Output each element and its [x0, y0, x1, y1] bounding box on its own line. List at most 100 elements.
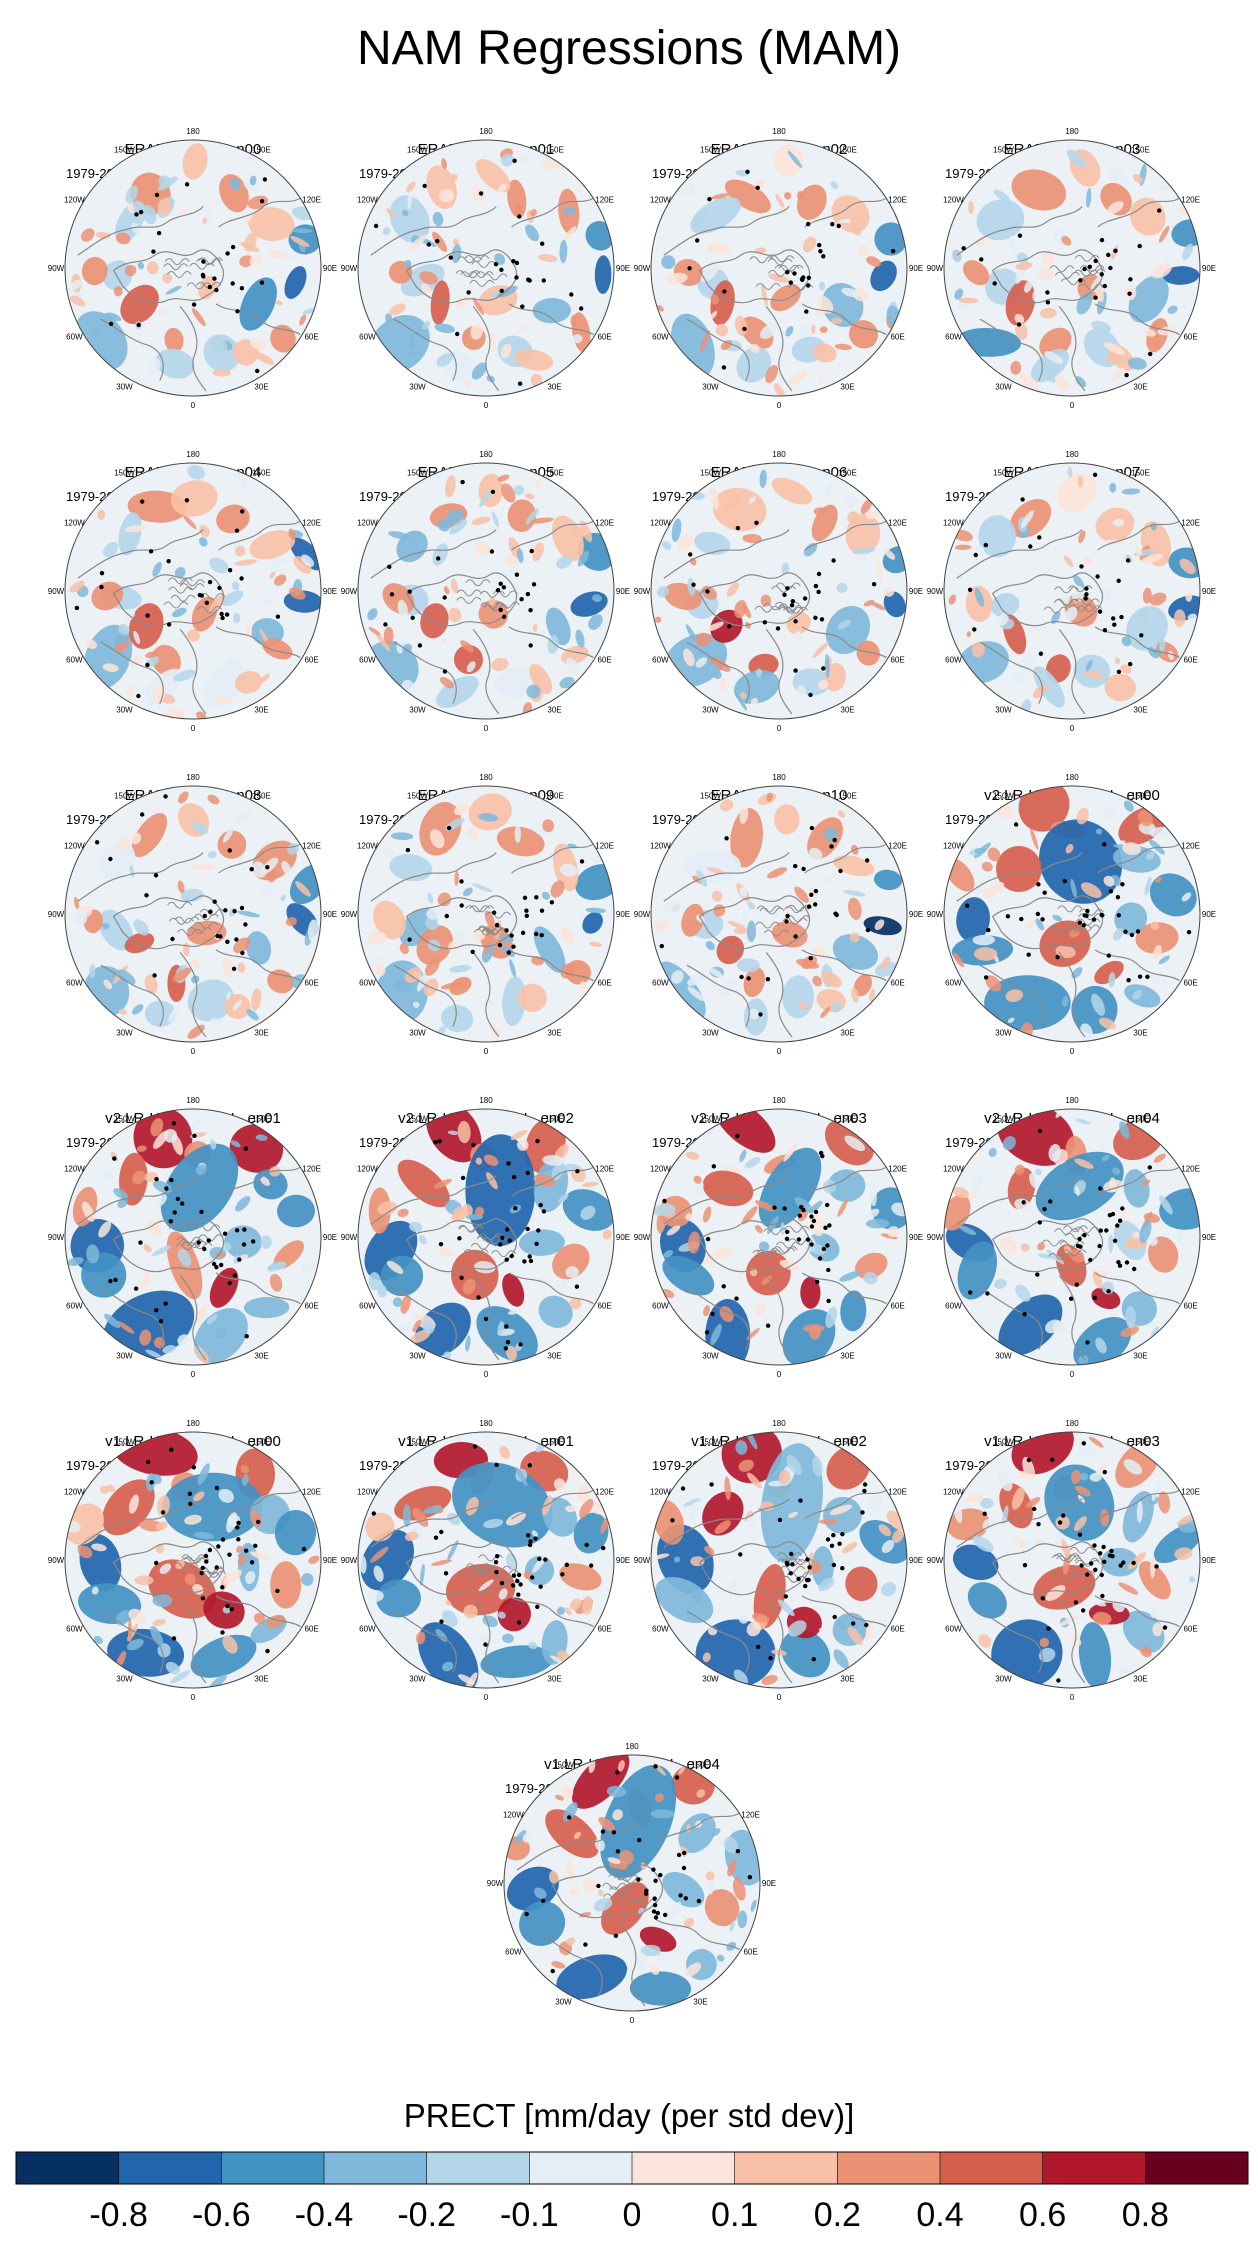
anomaly-speckle — [260, 883, 275, 897]
anomaly-speckle — [1121, 488, 1141, 495]
significance-dot — [1120, 1206, 1125, 1211]
anomaly-speckle — [750, 1899, 757, 1912]
significance-dot — [1117, 1218, 1123, 1223]
coastline — [472, 952, 500, 1038]
significance-dot — [1045, 300, 1051, 305]
significance-dot — [1028, 544, 1033, 549]
significance-dot — [435, 238, 440, 244]
significance-dot — [522, 1259, 527, 1264]
anomaly-speckle — [711, 193, 730, 200]
anomaly-patch — [702, 1491, 744, 1536]
longitude-label: 60E — [597, 333, 611, 342]
longitude-label: 150W — [407, 1114, 428, 1123]
significance-dot — [1055, 955, 1060, 960]
anomaly-speckle — [706, 242, 723, 254]
map-panel: v1.LR-HISTORICAL_en011979-2014180150E120… — [341, 1419, 630, 1702]
anomaly-speckle — [1125, 1237, 1137, 1249]
significance-dot — [196, 1240, 201, 1245]
significance-dot — [439, 1619, 444, 1624]
anomaly-speckle — [462, 887, 473, 897]
anomaly-speckle — [566, 657, 581, 674]
significance-dot — [230, 281, 235, 286]
significance-dot — [541, 278, 546, 283]
anomaly-speckle — [1148, 1236, 1158, 1246]
anomaly-speckle — [471, 362, 487, 380]
coastline — [491, 1250, 517, 1258]
anomaly-speckle — [1112, 367, 1125, 382]
anomaly-speckle — [532, 825, 549, 837]
significance-dot — [1154, 1564, 1159, 1569]
anomaly-speckle — [1077, 475, 1084, 488]
longitude-label: 90W — [341, 264, 358, 273]
anomaly-speckle — [1014, 313, 1025, 324]
significance-dot — [792, 271, 797, 276]
anomaly-patch — [452, 1462, 553, 1548]
significance-dot — [806, 1577, 811, 1583]
significance-dot — [506, 1161, 511, 1166]
significance-dot — [200, 1596, 206, 1601]
significance-dot — [1125, 558, 1131, 563]
coastline — [186, 282, 212, 290]
anomaly-speckle — [1076, 292, 1093, 315]
anomaly-speckle — [522, 1832, 533, 1843]
significance-dot — [225, 939, 230, 944]
anomaly-speckle — [241, 1474, 249, 1486]
significance-dot — [540, 241, 545, 246]
anomaly-speckle — [412, 1508, 429, 1527]
longitude-label: 90E — [909, 1233, 923, 1242]
anomaly-patch — [874, 222, 907, 256]
coastline — [1078, 913, 1103, 921]
map-border — [503, 1754, 761, 2012]
significance-dot — [754, 520, 759, 525]
anomaly-speckle — [831, 317, 843, 324]
anomaly-patch — [704, 1889, 740, 1927]
significance-dot — [498, 581, 503, 586]
significance-dot — [154, 192, 160, 198]
longitude-label: 150W — [993, 145, 1014, 154]
anomaly-speckle — [67, 1257, 84, 1266]
coastline — [783, 606, 808, 614]
coastline — [979, 1610, 1043, 1673]
anomaly-speckle — [192, 821, 209, 835]
significance-dot — [1082, 913, 1087, 918]
significance-dot — [615, 1770, 620, 1775]
significance-dot — [207, 579, 213, 585]
significance-dot — [237, 1257, 242, 1262]
coastline — [482, 927, 507, 935]
anomaly-speckle — [222, 1606, 231, 1614]
map-panel: ERA5-PRECT_en051979-2014180150E120E90E60… — [341, 450, 630, 733]
anomaly-speckle — [419, 1563, 425, 1586]
anomaly-patch — [532, 297, 571, 324]
significance-dot — [216, 1544, 221, 1549]
anomaly-speckle — [803, 1324, 825, 1333]
anomaly-speckle — [299, 314, 307, 326]
anomaly-patch — [533, 926, 566, 973]
anomaly-speckle — [797, 685, 807, 697]
anomaly-speckle — [1153, 1153, 1166, 1163]
anomaly-speckle — [847, 511, 860, 525]
longitude-label: 120W — [943, 1488, 964, 1497]
anomaly-speckle — [747, 901, 756, 910]
significance-dot — [1084, 586, 1089, 591]
longitude-label: 60W — [945, 656, 962, 665]
anomaly-speckle — [530, 373, 543, 387]
anomaly-speckle — [802, 236, 817, 253]
anomaly-speckle — [219, 697, 232, 705]
significance-dot — [494, 1570, 499, 1575]
anomaly-patch — [1033, 666, 1065, 708]
anomaly-speckle — [561, 226, 577, 244]
anomaly-patch — [824, 663, 846, 692]
longitude-label: 30E — [254, 1029, 268, 1038]
map-panel: ERA5-PRECT_en041979-2014180150E120E90E60… — [48, 450, 337, 733]
anomaly-speckle — [165, 1661, 180, 1675]
coastline — [618, 1876, 643, 1884]
longitude-label: 30E — [840, 1675, 854, 1684]
anomaly-patch — [519, 1901, 566, 1946]
coastline — [1058, 306, 1086, 392]
coastline — [776, 1241, 801, 1249]
anomaly-speckle — [555, 1794, 564, 1801]
coastline — [112, 895, 225, 950]
anomaly-patch — [716, 935, 745, 965]
coastline — [1074, 1557, 1100, 1565]
significance-dot — [208, 909, 213, 914]
